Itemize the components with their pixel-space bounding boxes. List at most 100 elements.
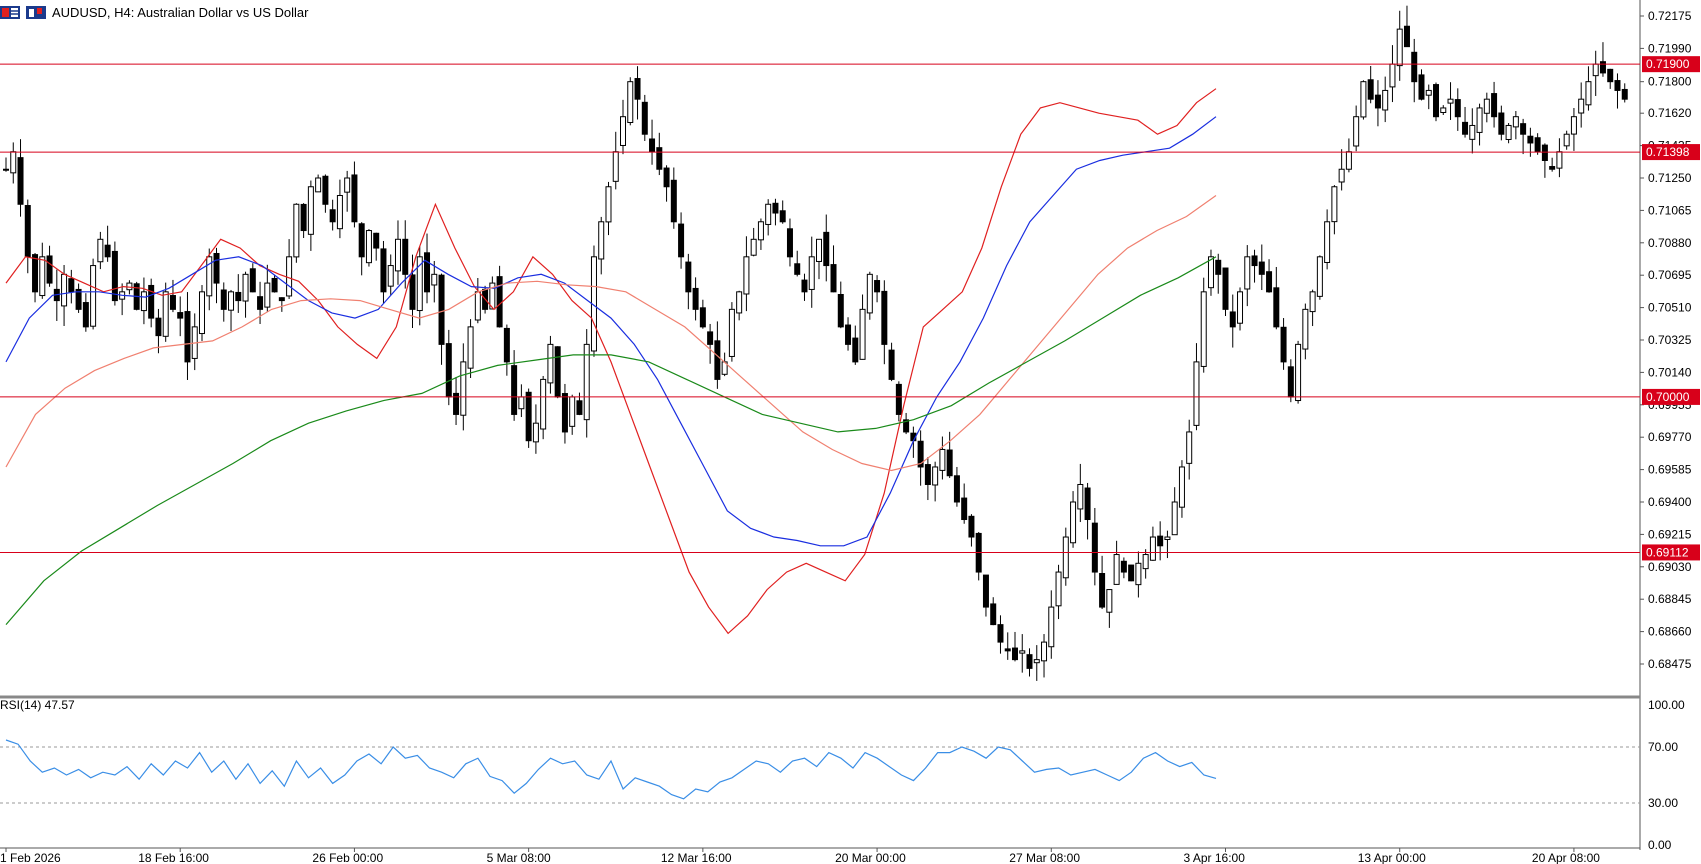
- candle-body: [1178, 466, 1185, 508]
- candle-body: [155, 317, 162, 337]
- candle-body: [779, 210, 786, 223]
- candle-body: [169, 295, 176, 310]
- candle-body: [1164, 536, 1171, 540]
- candle-body: [1229, 311, 1236, 328]
- candle-body: [1186, 431, 1193, 464]
- candle-body: [39, 256, 46, 297]
- candles-chart-icon[interactable]: [26, 5, 46, 19]
- candle-body: [474, 291, 481, 321]
- candle-body: [561, 393, 568, 433]
- candle-body: [1556, 151, 1563, 169]
- candle-body: [358, 223, 365, 258]
- candle-body: [598, 221, 605, 260]
- candle-body: [1128, 564, 1135, 582]
- candle-body: [249, 268, 256, 293]
- candle-body: [1549, 166, 1556, 170]
- candle-body: [68, 278, 75, 293]
- candle-body: [503, 327, 510, 363]
- candle-body: [424, 252, 431, 293]
- candle-body: [641, 101, 648, 135]
- price-tick-label: 0.68660: [1648, 625, 1692, 639]
- candle-body: [1360, 81, 1367, 118]
- price-tick-label: 0.68475: [1648, 657, 1692, 671]
- candle-body: [264, 282, 271, 308]
- candle-body: [140, 291, 147, 312]
- candle-body: [1411, 51, 1418, 83]
- candle-body: [511, 365, 518, 415]
- candle-body: [1462, 121, 1469, 135]
- candle-body: [387, 265, 394, 287]
- level-tag: [1642, 144, 1700, 161]
- candle-body: [830, 264, 837, 293]
- price-tick-label: 0.69585: [1648, 463, 1692, 477]
- candle-body: [1440, 107, 1447, 114]
- price-tick-label: 0.71990: [1648, 41, 1692, 55]
- candle-body: [634, 78, 641, 100]
- candle-body: [336, 195, 343, 230]
- candle-body: [1403, 25, 1410, 48]
- candle-body: [1120, 560, 1127, 573]
- candle-body: [1200, 291, 1207, 367]
- candle-body: [917, 440, 924, 468]
- time-tick-label: 26 Feb 00:00: [312, 851, 383, 864]
- candle-body: [866, 273, 873, 314]
- level-tag: [1642, 388, 1700, 405]
- candle-body: [496, 276, 503, 328]
- price-tick-label: 0.69215: [1648, 527, 1692, 541]
- price-tick-label: 0.71620: [1648, 106, 1692, 120]
- candle-body: [888, 349, 895, 380]
- candle-body: [1578, 98, 1585, 114]
- candle-body: [1491, 93, 1498, 118]
- candle-body: [416, 256, 423, 312]
- candle-body: [300, 203, 307, 232]
- candle-body: [271, 277, 278, 293]
- candle-body: [1207, 256, 1214, 289]
- candle-body: [445, 343, 452, 398]
- candle-body: [365, 230, 372, 264]
- candle-body: [1287, 366, 1294, 398]
- candle-body: [1222, 267, 1229, 310]
- candle-body: [184, 311, 191, 363]
- price-tick-label: 0.68845: [1648, 592, 1692, 606]
- time-tick-label: 3 Apr 16:00: [1184, 851, 1246, 864]
- candle-body: [220, 289, 227, 310]
- bars-chart-icon[interactable]: [0, 5, 20, 19]
- candle-body: [1469, 124, 1476, 140]
- candle-body: [728, 308, 735, 357]
- candle-body: [1055, 571, 1062, 607]
- candle-body: [670, 179, 677, 223]
- candle-body: [569, 396, 576, 427]
- candle-body: [903, 419, 910, 433]
- candle-body: [1302, 308, 1309, 350]
- candle-body: [1599, 61, 1606, 74]
- price-tick-label: 0.70510: [1648, 301, 1692, 315]
- candle-body: [1244, 256, 1251, 290]
- candle-body: [489, 282, 496, 310]
- candle-body: [1505, 124, 1512, 140]
- candle-body: [961, 497, 968, 521]
- candle-body: [17, 157, 24, 205]
- candle-body: [1483, 98, 1490, 114]
- candle-body: [24, 205, 31, 258]
- candle-body: [772, 202, 779, 214]
- candle-body: [801, 279, 808, 293]
- candle-body: [1527, 135, 1534, 144]
- candle-body: [765, 203, 772, 225]
- candle-body: [997, 624, 1004, 643]
- level-label: 0.70000: [1646, 390, 1690, 404]
- candle-body: [1447, 98, 1454, 104]
- candle-body: [685, 261, 692, 293]
- candle-body: [32, 254, 39, 293]
- candle-body: [1345, 151, 1352, 170]
- candle-body: [968, 515, 975, 538]
- candle-body: [438, 274, 445, 345]
- candle-body: [1353, 116, 1360, 147]
- time-tick-label: 13 Apr 00:00: [1358, 851, 1426, 864]
- candle-body: [307, 186, 314, 235]
- candle-body: [293, 203, 300, 258]
- candle-body: [198, 291, 205, 335]
- candle-body: [1135, 562, 1142, 586]
- candle-body: [605, 186, 612, 223]
- candle-body: [1607, 68, 1614, 83]
